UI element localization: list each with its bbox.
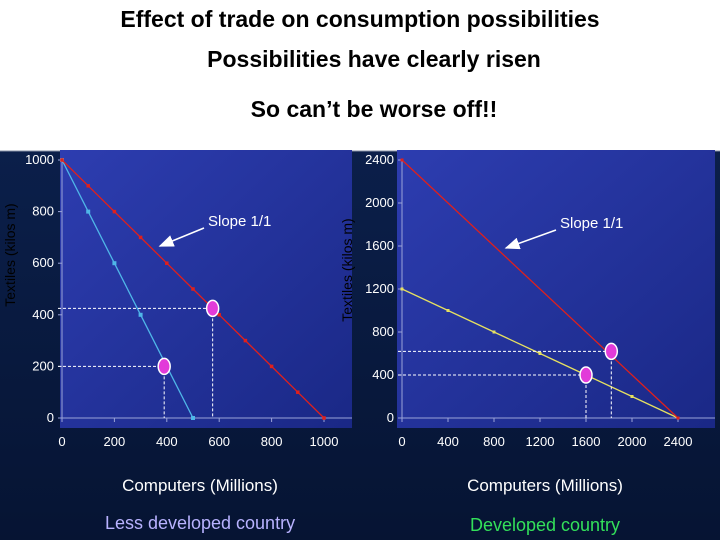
left-country-label: Less developed country xyxy=(104,513,296,533)
left-trade-point xyxy=(205,299,220,318)
right-production-point xyxy=(446,309,450,312)
right-production-point xyxy=(630,395,634,398)
right-country-label: Developed country xyxy=(469,515,621,535)
right-consumption-point xyxy=(676,416,680,420)
left-y-tick-label: 1000 xyxy=(25,152,54,167)
left-production-point xyxy=(138,312,143,317)
left-consumption-point xyxy=(191,287,195,291)
left-production-point xyxy=(86,209,91,214)
right-x-tick-label: 2400 xyxy=(664,434,693,449)
left-y-axis-label: Textiles (kilos m) xyxy=(2,203,18,306)
left-y-tick-label: 600 xyxy=(32,255,54,270)
left-y-tick-label: 800 xyxy=(32,204,54,219)
right-slope-annotation: Slope 1/1 xyxy=(560,215,623,232)
right-y-tick-label: 2400 xyxy=(365,152,394,167)
left-production-point xyxy=(191,416,195,420)
left-consumption-point xyxy=(112,209,117,214)
left-x-tick-label: 600 xyxy=(208,434,230,449)
left-autarky-point xyxy=(157,357,171,376)
right-x-tick-label: 1200 xyxy=(526,434,555,449)
left-consumption-point xyxy=(269,364,274,369)
right-consumption-line xyxy=(401,159,679,419)
left-x-tick-label: 200 xyxy=(104,434,126,449)
right-plot-area xyxy=(397,150,715,428)
left-consumption-point xyxy=(60,158,64,162)
left-production-point xyxy=(112,261,117,266)
right-y-axis-label: Textiles (kilos m) xyxy=(339,218,355,321)
left-consumption-point xyxy=(296,390,300,394)
left-plot-area xyxy=(60,150,352,428)
left-consumption-point xyxy=(165,261,169,265)
right-autarky-point xyxy=(579,366,593,384)
right-x-tick-label: 1600 xyxy=(572,434,601,449)
left-slope-annotation: Slope 1/1 xyxy=(208,213,271,230)
right-y-tick-label: 400 xyxy=(372,367,394,382)
left-x-tick-label: 0 xyxy=(58,434,65,449)
left-consumption-point xyxy=(217,313,221,317)
right-x-tick-label: 800 xyxy=(483,434,505,449)
left-x-tick-label: 800 xyxy=(261,434,283,449)
right-production-point xyxy=(492,330,496,334)
right-slope-arrow xyxy=(504,229,557,250)
right-y-tick-label: 1200 xyxy=(365,281,394,296)
right-y-tick-label: 800 xyxy=(372,324,394,339)
right-y-tick-label: 0 xyxy=(387,410,394,425)
right-y-tick-label: 1600 xyxy=(365,238,394,253)
right-y-tick-label: 2000 xyxy=(365,195,394,210)
right-x-tick-label: 400 xyxy=(437,434,459,449)
left-consumption-point xyxy=(322,416,326,420)
subtitle-worse-off: So can’t be worse off!! xyxy=(250,96,498,122)
right-x-axis-label: Computers (Millions) xyxy=(467,476,623,495)
right-x-tick-label: 0 xyxy=(398,434,405,449)
right-x-tick-label: 2000 xyxy=(618,434,647,449)
subtitle-possibilities: Possibilities have clearly risen xyxy=(207,46,541,72)
left-production-line xyxy=(61,159,194,419)
left-consumption-point xyxy=(138,235,143,240)
left-consumption-point xyxy=(243,338,248,343)
left-x-tick-label: 1000 xyxy=(310,434,339,449)
right-production-point xyxy=(400,287,404,291)
left-y-tick-label: 0 xyxy=(47,410,54,425)
left-x-axis-label: Computers (Millions) xyxy=(122,476,278,495)
left-consumption-point xyxy=(86,184,90,188)
left-y-tick-label: 400 xyxy=(32,307,54,322)
slide-title: Effect of trade on consumption possibili… xyxy=(120,6,600,32)
left-slope-arrow xyxy=(158,227,205,247)
right-consumption-point xyxy=(400,158,404,162)
right-trade-point xyxy=(604,342,619,361)
left-x-tick-label: 400 xyxy=(156,434,178,449)
right-production-point xyxy=(538,352,542,355)
left-y-tick-label: 200 xyxy=(32,358,54,373)
